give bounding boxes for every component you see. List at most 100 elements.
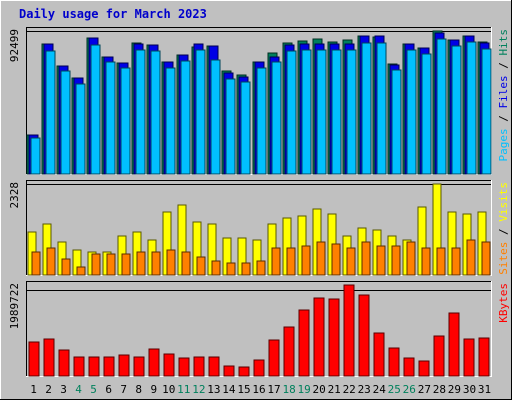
legend-part-2: Files <box>497 75 510 108</box>
bar-kbytes-day-16 <box>253 359 265 377</box>
bar-pages-day-30 <box>466 41 477 175</box>
bar-kbytes-day-1 <box>28 341 40 377</box>
bar-sites-day-7 <box>121 253 131 276</box>
x-tick-label-day-12: 12 <box>192 383 205 396</box>
panel-visits-sites: 2328 Sites / Visits <box>8 180 510 276</box>
bar-pages-day-8 <box>135 49 146 175</box>
bar-fill <box>286 50 297 175</box>
bar-fill <box>421 53 432 175</box>
bar-sites-day-8 <box>136 251 146 276</box>
panel-y-max-label: 92499 <box>8 29 21 62</box>
x-tick-label-day-29: 29 <box>448 383 461 396</box>
bar-kbytes-day-28 <box>433 335 445 377</box>
bar-fill <box>30 137 41 175</box>
bar-kbytes-day-23 <box>358 294 370 377</box>
bar-kbytes-day-30 <box>463 338 475 377</box>
legend-part-0: KBytes <box>497 283 510 323</box>
bar-fill <box>76 266 86 276</box>
x-tick-label-day-17: 17 <box>267 383 280 396</box>
bar-fill <box>240 81 251 175</box>
bar-fill <box>253 359 265 377</box>
x-tick-label-day-22: 22 <box>343 383 356 396</box>
bar-fill <box>165 67 176 175</box>
bar-kbytes-day-20 <box>313 297 325 377</box>
panels-layer: 92499 Pages / Files / Hits 2328 Sites / Vis… <box>8 27 510 377</box>
bar-fill <box>391 69 402 175</box>
x-tick-label-day-10: 10 <box>162 383 175 396</box>
bar-pages-day-28 <box>436 38 447 175</box>
bar-pages-day-27 <box>421 53 432 175</box>
bar-pages-day-21 <box>331 49 342 175</box>
bar-fill <box>163 353 175 377</box>
bar-fill <box>90 44 101 175</box>
bar-sites-day-14 <box>226 262 236 276</box>
x-axis-labels: 1 2 3 4 5 6 7 8 9 10 11 12 13 14 15 16 17 18 19 20 21 22 23 24 2… <box>30 383 491 396</box>
bar-fill <box>118 354 130 377</box>
bar-kbytes-day-25 <box>388 347 400 377</box>
bar-kbytes-day-12 <box>193 356 205 377</box>
bar-fill <box>346 49 357 175</box>
bar-fill <box>238 366 250 377</box>
bar-kbytes-day-13 <box>208 356 220 377</box>
panel-legend-label: KBytes <box>497 283 510 323</box>
bar-fill <box>361 42 372 175</box>
bar-fill <box>448 312 460 377</box>
bar-fill <box>151 251 161 276</box>
legend-part-1: / <box>497 109 510 129</box>
x-tick-label-day-16: 16 <box>252 383 265 396</box>
bar-fill <box>43 338 55 377</box>
bar-pages-day-9 <box>150 50 161 175</box>
bar-fill <box>223 365 235 377</box>
x-tick-label-day-11: 11 <box>177 383 190 396</box>
bar-pages-day-6 <box>105 61 116 175</box>
bar-fill <box>391 245 401 276</box>
bar-sites-day-11 <box>181 251 191 276</box>
bar-fill <box>45 50 56 175</box>
legend-part-0: Pages <box>497 128 510 161</box>
bar-fill <box>181 251 191 276</box>
bar-sites-day-31 <box>481 241 491 276</box>
bar-fill <box>193 356 205 377</box>
bar-fill <box>75 83 86 175</box>
bar-fill <box>180 60 191 175</box>
bar-fill <box>451 247 461 276</box>
bar-fill <box>73 356 85 377</box>
bar-sites-day-27 <box>421 247 431 276</box>
bar-pages-day-18 <box>286 50 297 175</box>
bar-fill <box>346 247 356 276</box>
bar-fill <box>418 360 430 377</box>
x-tick-label-day-21: 21 <box>328 383 341 396</box>
x-tick-label-day-13: 13 <box>207 383 220 396</box>
bar-pages-day-4 <box>75 83 86 175</box>
bar-fill <box>421 247 431 276</box>
bar-pages-day-10 <box>165 67 176 175</box>
bar-sites-day-21 <box>331 243 341 276</box>
bar-sites-day-9 <box>151 251 161 276</box>
bar-pages-day-15 <box>240 81 251 175</box>
bar-fill <box>478 337 490 377</box>
bar-fill <box>436 38 447 175</box>
bar-pages-day-12 <box>195 49 206 175</box>
bar-pages-day-26 <box>406 49 417 175</box>
bar-pages-day-2 <box>45 50 56 175</box>
bar-pages-day-5 <box>90 44 101 175</box>
bar-fill <box>208 356 220 377</box>
bar-fill <box>88 356 100 377</box>
x-tick-label-day-19: 19 <box>297 383 310 396</box>
bar-fill <box>373 332 385 377</box>
bar-sites-day-24 <box>376 245 386 276</box>
bar-fill <box>58 349 70 377</box>
bar-fill <box>361 241 371 276</box>
bar-pages-day-22 <box>346 49 357 175</box>
bar-sites-day-10 <box>166 249 176 276</box>
bar-fill <box>271 247 281 276</box>
bar-fill <box>316 241 326 276</box>
x-tick-label-day-4: 4 <box>75 383 82 396</box>
bar-kbytes-day-9 <box>148 348 160 377</box>
bar-kbytes-day-6 <box>103 356 115 377</box>
bar-fill <box>301 245 311 276</box>
bar-fill <box>298 309 310 377</box>
bar-fill <box>256 260 266 276</box>
bar-sites-day-20 <box>316 241 326 276</box>
